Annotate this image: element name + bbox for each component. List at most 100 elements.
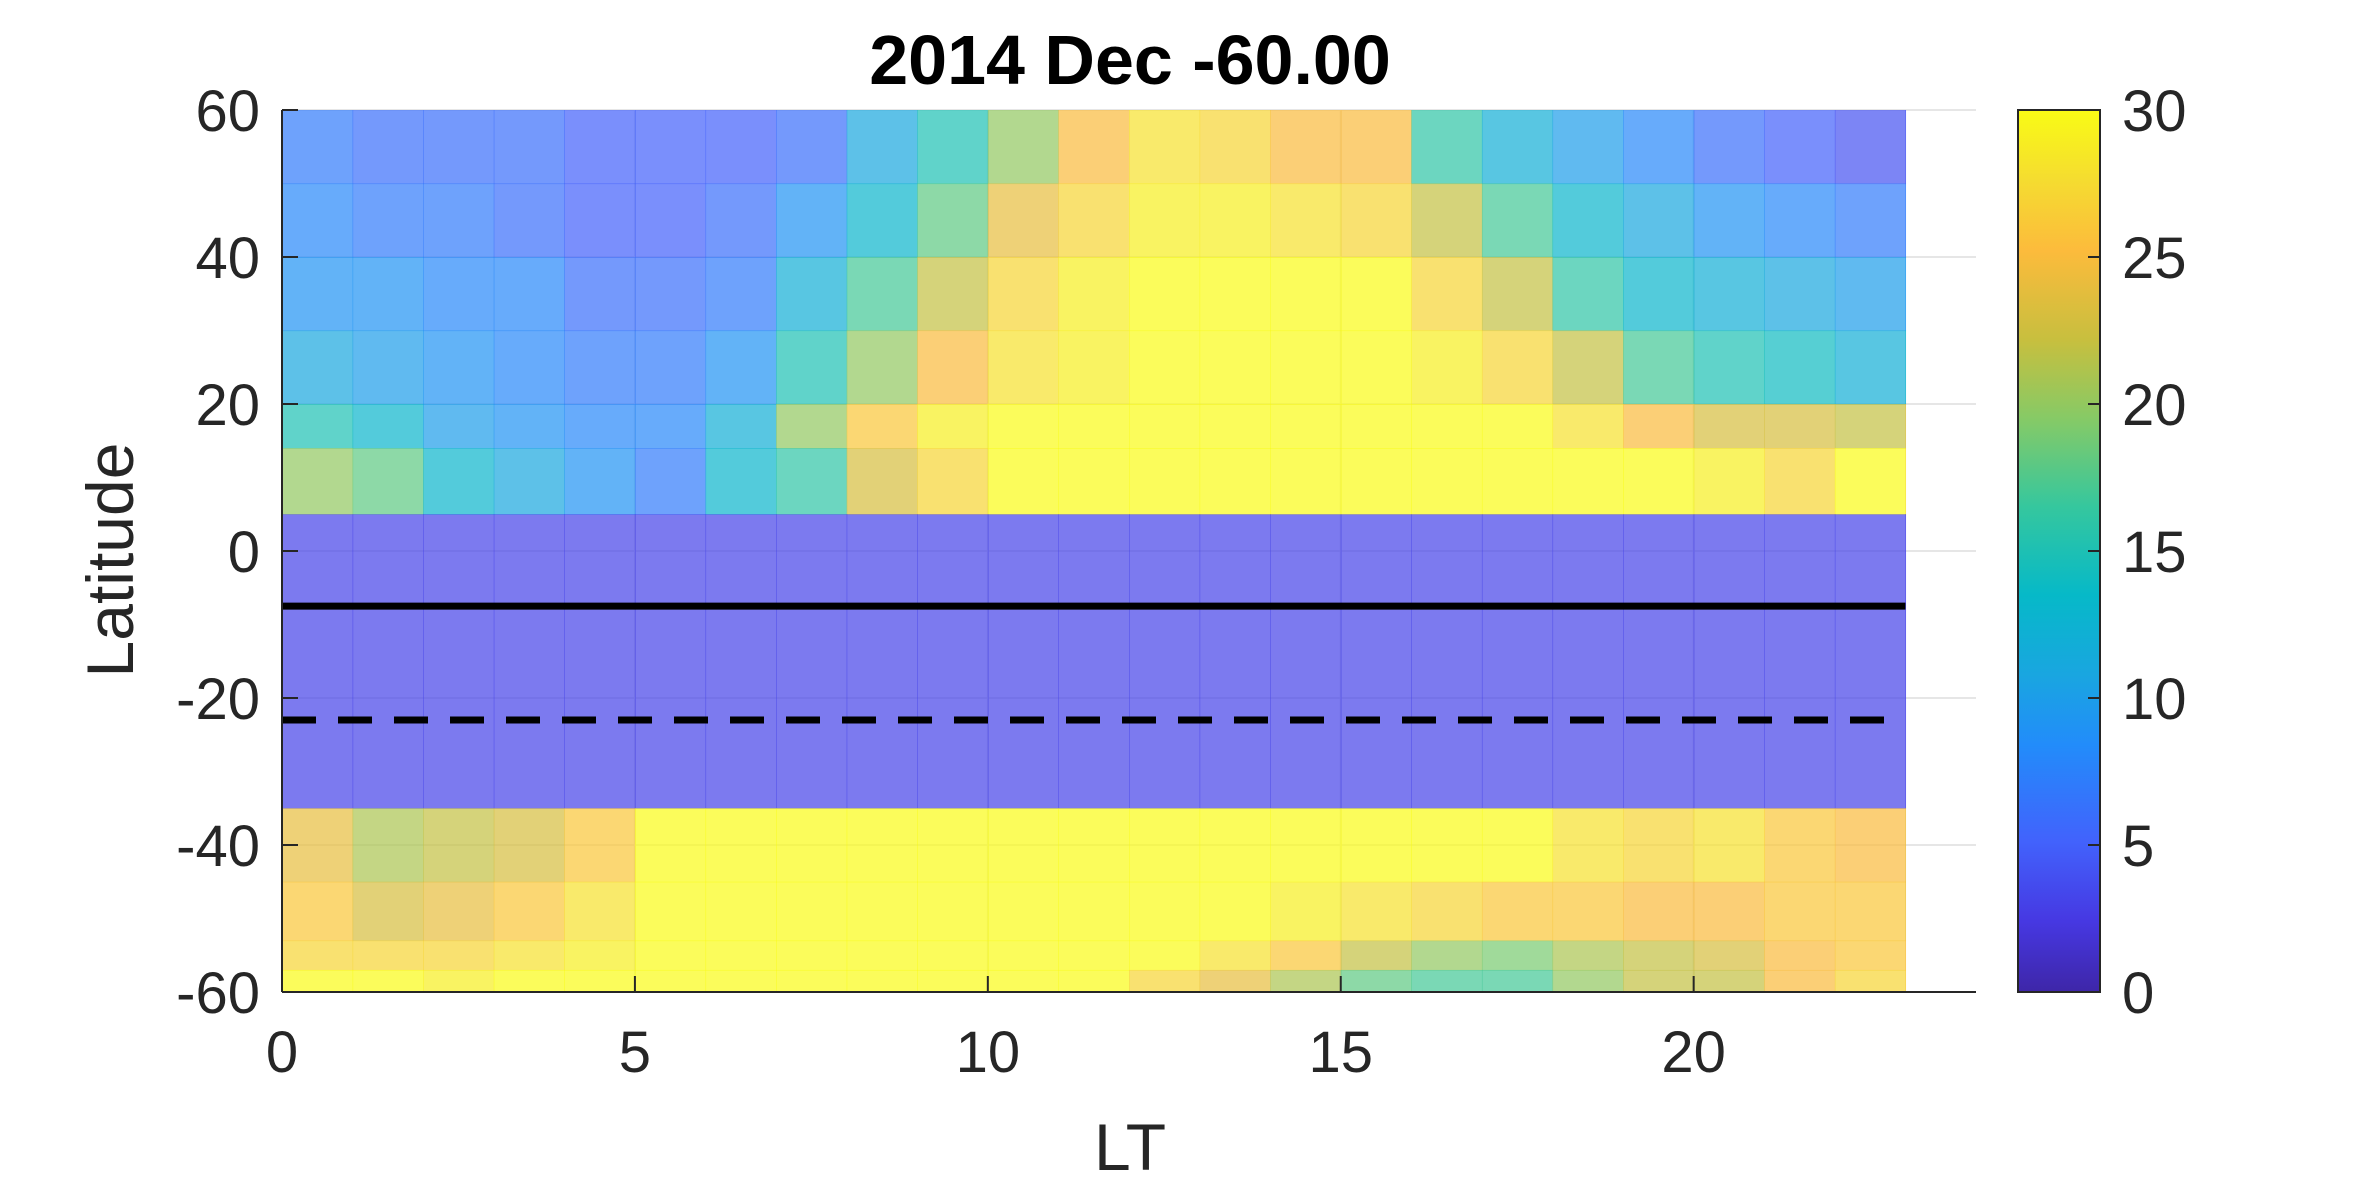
heatmap-cell bbox=[282, 940, 354, 971]
heatmap-cell bbox=[1834, 940, 1907, 971]
heatmap-cell bbox=[634, 881, 707, 942]
heatmap-cell bbox=[1623, 183, 1695, 258]
heatmap-cell bbox=[1129, 969, 1201, 993]
x-tick-label: 5 bbox=[619, 1020, 651, 1085]
heatmap-cell bbox=[1058, 110, 1130, 185]
heatmap-cell bbox=[423, 183, 495, 258]
heatmap-cell bbox=[917, 808, 989, 883]
heatmap-cell bbox=[776, 514, 848, 809]
heatmap-cell bbox=[1270, 330, 1342, 405]
heatmap-cell bbox=[634, 110, 707, 185]
heatmap-cell bbox=[282, 514, 354, 809]
heatmap-cell bbox=[634, 183, 707, 258]
y-tick-label: 60 bbox=[195, 79, 260, 144]
heatmap-cell bbox=[634, 514, 707, 809]
heatmap-cell bbox=[1905, 514, 1907, 809]
heatmap-cell bbox=[705, 514, 777, 809]
heatmap-cell bbox=[423, 110, 495, 185]
heatmap-cell bbox=[1481, 110, 1554, 185]
heatmap-cell bbox=[1481, 183, 1554, 258]
heatmap-cell bbox=[352, 257, 424, 332]
heatmap-cell bbox=[1693, 881, 1765, 942]
heatmap-cell bbox=[1764, 183, 1836, 258]
heatmap-cell bbox=[987, 881, 1060, 942]
heatmap-cell bbox=[846, 969, 918, 993]
heatmap-cell bbox=[917, 969, 989, 993]
heatmap-cell bbox=[493, 448, 565, 515]
heatmap-cell bbox=[423, 881, 495, 942]
heatmap-cell bbox=[1340, 404, 1412, 449]
heatmap-cell bbox=[1552, 514, 1624, 809]
heatmap-cell bbox=[564, 183, 636, 258]
heatmap-cell bbox=[1270, 257, 1342, 332]
heatmap-cell bbox=[352, 969, 424, 993]
heatmap-cell bbox=[987, 404, 1060, 449]
heatmap-cell bbox=[705, 808, 777, 883]
heatmap-cell bbox=[352, 808, 424, 883]
heatmap-cell bbox=[1411, 404, 1483, 449]
heatmap-cell bbox=[1693, 330, 1765, 405]
heatmap-cell bbox=[917, 330, 989, 405]
heatmap-cell bbox=[776, 448, 848, 515]
heatmap-cell bbox=[352, 330, 424, 405]
heatmap-cell bbox=[1905, 404, 1907, 449]
heatmap-cell bbox=[846, 514, 918, 809]
heatmap-cell bbox=[1270, 881, 1342, 942]
heatmap-cell bbox=[423, 330, 495, 405]
heatmap-cell bbox=[1623, 940, 1695, 971]
heatmap-cell bbox=[1270, 514, 1342, 809]
heatmap-cell bbox=[1905, 808, 1907, 883]
heatmap-cell bbox=[705, 110, 777, 185]
heatmap-cell bbox=[493, 110, 565, 185]
heatmap-cell bbox=[1693, 969, 1765, 993]
heatmap-cell bbox=[1693, 257, 1765, 332]
heatmap-cell bbox=[1905, 257, 1907, 332]
heatmap-cell bbox=[493, 808, 565, 883]
heatmap-cell bbox=[1552, 940, 1624, 971]
colorbar: 30 25 20 15 10 5 0 bbox=[2017, 79, 2187, 1026]
heatmap-cell bbox=[1764, 257, 1836, 332]
heatmap-cell bbox=[776, 330, 848, 405]
heatmap-cell bbox=[1764, 404, 1836, 449]
heatmap-cell bbox=[1199, 183, 1271, 258]
heatmap-cell bbox=[846, 940, 918, 971]
heatmap-cell bbox=[564, 330, 636, 405]
heatmap-cell bbox=[1764, 940, 1836, 971]
heatmap-cell bbox=[1764, 110, 1836, 185]
heatmap-cell bbox=[1411, 808, 1483, 883]
heatmap-cell bbox=[1199, 940, 1271, 971]
heatmap-cell bbox=[282, 257, 354, 332]
heatmap-cell bbox=[1834, 448, 1907, 515]
heatmap-cell bbox=[564, 448, 636, 515]
heatmap-cell bbox=[493, 183, 565, 258]
heatmap-cell bbox=[917, 940, 989, 971]
heatmap-cell bbox=[1270, 110, 1342, 185]
heatmap-cell bbox=[1481, 514, 1554, 809]
heatmap-cell bbox=[1764, 969, 1836, 993]
heatmap-cell bbox=[1058, 404, 1130, 449]
heatmap-cell bbox=[352, 514, 424, 809]
heatmap-cell bbox=[776, 183, 848, 258]
heatmap-cell bbox=[1834, 514, 1907, 809]
heatmap-cell bbox=[705, 330, 777, 405]
y-tick-label: -60 bbox=[176, 961, 260, 1026]
heatmap-cell bbox=[423, 969, 495, 993]
heatmap-cell bbox=[987, 514, 1060, 809]
heatmap-cell bbox=[1834, 404, 1907, 449]
heatmap-cell bbox=[987, 183, 1060, 258]
heatmap-cell bbox=[1834, 257, 1907, 332]
heatmap-cell bbox=[1129, 404, 1201, 449]
heatmap-cell bbox=[1481, 940, 1554, 971]
heatmap-cell bbox=[1623, 881, 1695, 942]
heatmap-cell bbox=[776, 940, 848, 971]
colorbar-tick-label: 0 bbox=[2122, 961, 2154, 1026]
heatmap-cell bbox=[1129, 881, 1201, 942]
heatmap-cell bbox=[987, 110, 1060, 185]
heatmap-cell bbox=[1058, 881, 1130, 942]
heatmap-cell bbox=[1199, 881, 1271, 942]
x-tick-label: 10 bbox=[956, 1020, 1021, 1085]
heatmap-cell bbox=[1693, 110, 1765, 185]
heatmap-cell bbox=[846, 110, 918, 185]
heatmap-cell bbox=[564, 514, 636, 809]
